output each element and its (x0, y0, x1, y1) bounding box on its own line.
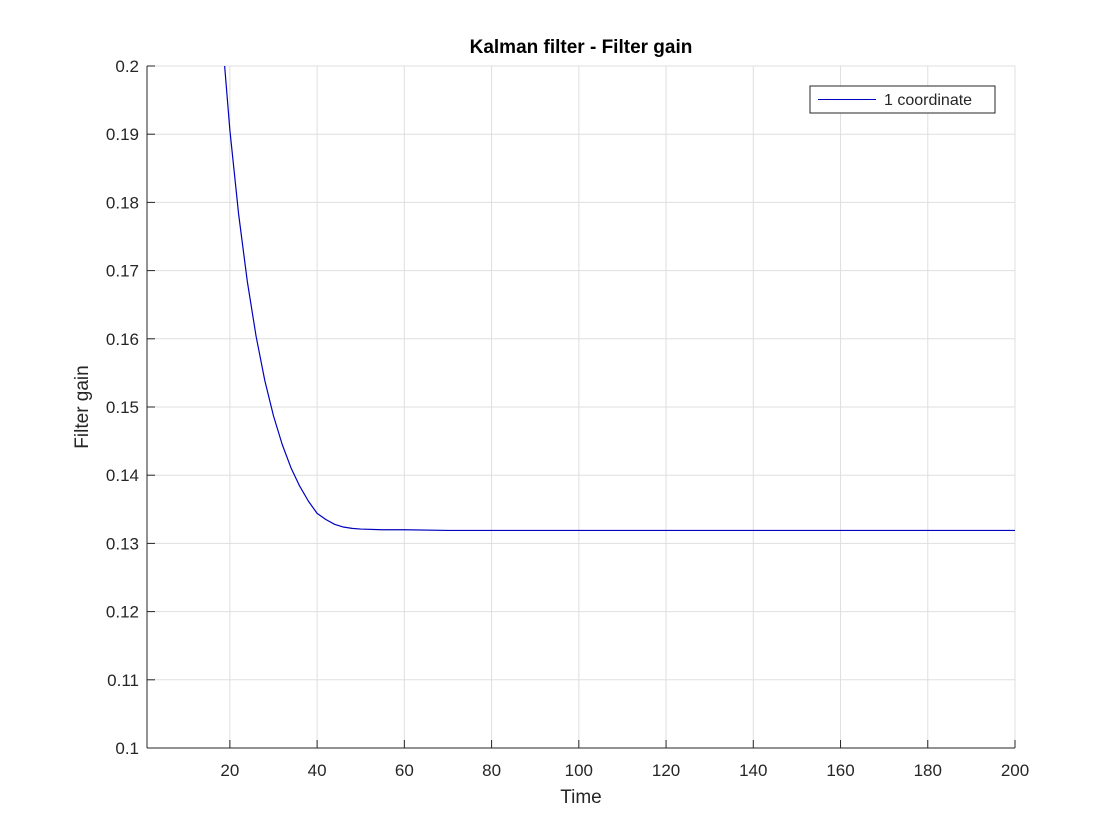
y-tick-label: 0.16 (106, 330, 139, 349)
x-tick-label: 60 (395, 761, 414, 780)
y-tick-label: 0.12 (106, 603, 139, 622)
x-tick-label: 120 (652, 761, 680, 780)
chart-title: Kalman filter - Filter gain (470, 37, 693, 58)
x-axis-label: Time (560, 787, 602, 808)
y-tick-label: 0.19 (106, 125, 139, 144)
y-axis-ticks: 0.1 0.11 0.12 0.13 0.14 0.15 0.16 0.17 0.18 0.19 0… (106, 57, 155, 758)
x-tick-label: 200 (1001, 761, 1029, 780)
x-tick-label: 40 (308, 761, 327, 780)
legend-label: 1 coordinate (884, 92, 972, 109)
x-tick-label: 160 (826, 761, 854, 780)
y-tick-label: 0.11 (107, 671, 139, 690)
series-line-0 (224, 65, 1015, 532)
y-tick-label: 0.15 (106, 398, 139, 417)
x-tick-label: 80 (482, 761, 501, 780)
y-tick-label: 0.1 (115, 739, 139, 758)
y-tick-label: 0.18 (106, 193, 139, 212)
x-tick-label: 180 (914, 761, 942, 780)
y-tick-label: 0.14 (106, 466, 139, 485)
y-tick-label: 0.17 (106, 262, 139, 281)
y-tick-label: 0.2 (115, 57, 139, 76)
x-axis-ticks: 20 40 60 80 100 120 140 160 180 200 (220, 740, 1029, 780)
x-tick-label: 20 (220, 761, 239, 780)
x-tick-label: 100 (565, 761, 593, 780)
series-layer (224, 65, 1015, 532)
x-tick-label: 140 (739, 761, 767, 780)
y-axis-label: Filter gain (72, 365, 93, 448)
y-tick-label: 0.13 (106, 534, 139, 553)
legend: 1 coordinate (809, 85, 996, 114)
